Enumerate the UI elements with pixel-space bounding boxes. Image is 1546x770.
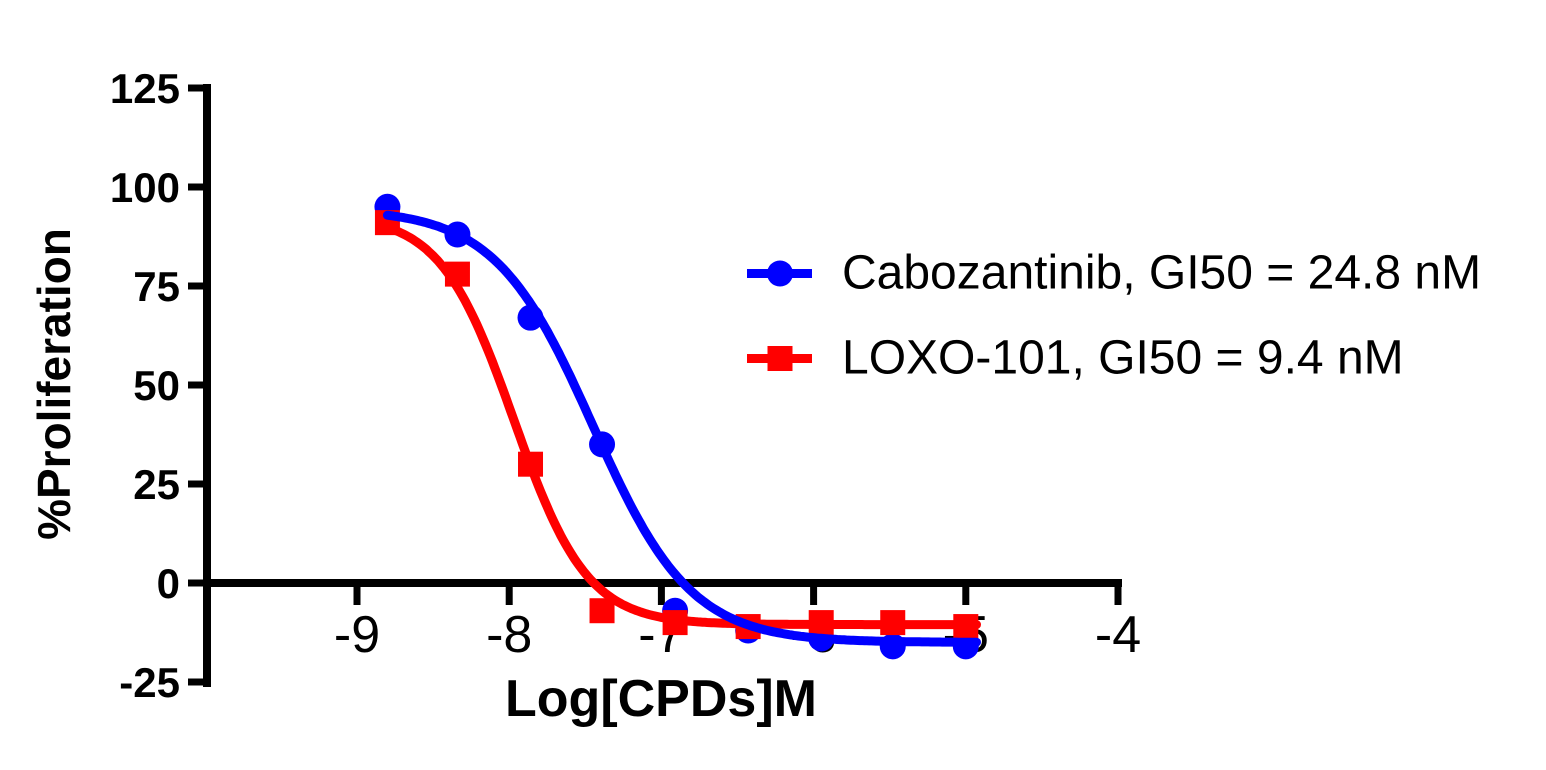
x-tick-label: -9	[334, 606, 380, 664]
data-point-square	[589, 598, 615, 624]
y-tick-label: 0	[157, 560, 180, 607]
data-point-square	[662, 610, 688, 636]
data-point-square	[808, 610, 834, 636]
y-axis-title: %Proliferation	[28, 228, 80, 540]
y-tick-label: 50	[133, 362, 180, 409]
data-point-square	[953, 614, 979, 640]
data-point-square	[444, 261, 470, 287]
x-tick-label: -4	[1095, 606, 1141, 664]
x-tick-label: -8	[486, 606, 532, 664]
y-tick-label: 125	[110, 65, 180, 112]
y-tick-label: 100	[110, 164, 180, 211]
series-cabozantinib-curve	[382, 210, 981, 647]
series-loxo101-curve	[382, 223, 981, 630]
y-tick-label: 25	[133, 461, 180, 508]
data-point-square	[880, 610, 906, 636]
y-tick-label: 75	[133, 263, 180, 310]
data-point-square	[518, 451, 544, 477]
x-axis-title: Log[CPDs]M	[505, 670, 817, 728]
y-tick-label: -25	[119, 659, 180, 706]
